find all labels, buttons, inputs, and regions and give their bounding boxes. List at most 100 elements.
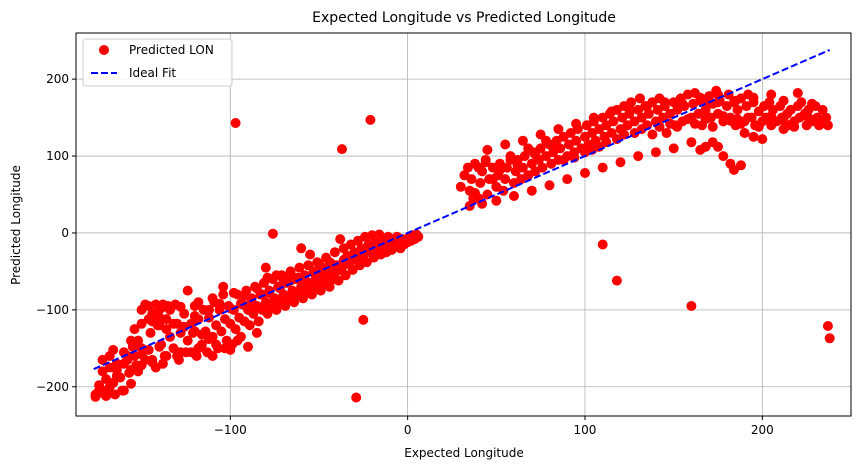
data-point [189, 326, 200, 337]
data-point [365, 114, 376, 125]
data-point [182, 285, 193, 296]
data-point [230, 118, 241, 128]
data-point [175, 301, 186, 312]
data-point [753, 121, 764, 132]
grid [76, 33, 851, 416]
data-point [262, 308, 273, 319]
data-point [133, 335, 144, 346]
data-point [553, 124, 564, 135]
y-tick-label: 0 [61, 226, 69, 240]
data-point [713, 97, 723, 108]
data-point [650, 147, 661, 158]
data-point [216, 326, 227, 337]
data-point [537, 162, 548, 173]
data-point [101, 374, 112, 385]
data-point [244, 320, 255, 331]
y-tick-label: 100 [46, 149, 69, 163]
data-point [413, 231, 424, 242]
data-point [707, 137, 718, 148]
data-point [157, 358, 168, 369]
data-point [500, 139, 511, 150]
data-point [718, 111, 729, 122]
data-point [789, 121, 800, 132]
y-axis-ticks: −200 −100 0 100 200 [36, 72, 76, 394]
data-point [455, 181, 466, 192]
data-point [480, 157, 491, 168]
data-point [766, 111, 777, 122]
data-point [207, 351, 218, 361]
data-point [748, 131, 759, 142]
data-point [608, 116, 619, 127]
data-point [597, 162, 608, 173]
data-point [193, 343, 204, 354]
data-point [232, 335, 243, 346]
scatter-points [90, 85, 835, 403]
chart-title: Expected Longitude vs Predicted Longitud… [312, 10, 616, 26]
data-point [682, 114, 693, 125]
data-point [686, 137, 697, 148]
data-point [571, 118, 582, 129]
data-point [757, 134, 768, 145]
data-point [147, 357, 158, 368]
data-point [661, 128, 672, 138]
data-point [129, 324, 140, 335]
data-point [562, 174, 573, 185]
data-point [659, 97, 670, 108]
data-point [535, 129, 546, 140]
data-point [262, 272, 273, 283]
data-point [470, 188, 480, 198]
data-point [214, 298, 225, 309]
data-point [347, 264, 358, 275]
data-point [168, 318, 179, 329]
data-point [748, 92, 759, 103]
data-point [473, 162, 484, 173]
data-point [778, 115, 789, 126]
data-point [161, 351, 172, 361]
data-point [615, 157, 626, 168]
data-point [294, 262, 305, 273]
data-point [110, 389, 120, 400]
data-point [707, 121, 718, 132]
data-point [136, 318, 147, 329]
data-point [523, 143, 534, 154]
data-point [299, 277, 310, 288]
data-point [647, 129, 658, 140]
data-point [822, 321, 833, 331]
legend-box [82, 38, 233, 87]
data-point [611, 275, 622, 286]
data-point [108, 344, 119, 355]
data-point [824, 333, 835, 344]
data-point [807, 98, 817, 109]
data-point [530, 149, 541, 160]
legend-marker-predicted [99, 45, 109, 55]
data-point [491, 195, 502, 206]
data-point [718, 151, 729, 162]
data-point [193, 297, 204, 308]
data-point [305, 249, 316, 260]
data-point [230, 324, 241, 335]
data-point [487, 174, 498, 185]
data-point [329, 247, 340, 258]
data-point [517, 135, 528, 146]
legend-label-predicted: Predicted LON [129, 43, 214, 57]
data-point [161, 314, 172, 325]
data-point [271, 304, 282, 315]
data-point [624, 103, 635, 114]
data-point [668, 143, 679, 154]
data-point [766, 89, 777, 100]
data-point [204, 304, 214, 315]
data-point [306, 289, 317, 300]
data-point [289, 297, 300, 308]
data-point [526, 185, 537, 196]
data-point [243, 341, 253, 352]
legend: Predicted LON Ideal Fit [82, 38, 233, 87]
data-point [695, 144, 706, 155]
data-point [700, 114, 711, 125]
data-point [580, 168, 590, 178]
data-point [126, 378, 136, 389]
data-point [743, 112, 754, 123]
data-point [482, 189, 493, 200]
x-axis-ticks: −100 0 100 200 [214, 416, 774, 437]
data-point [544, 180, 555, 191]
